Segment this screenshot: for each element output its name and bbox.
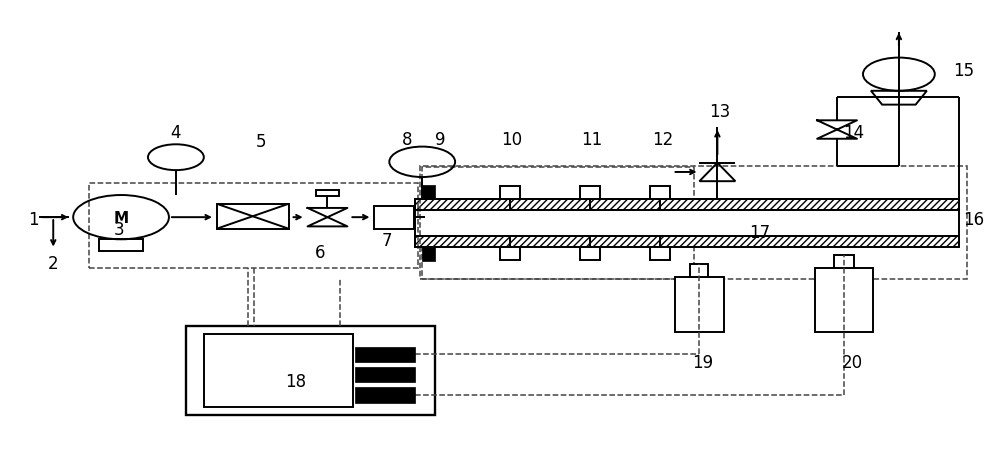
Bar <box>355 347 415 363</box>
Bar <box>415 199 959 211</box>
Text: 7: 7 <box>382 232 393 250</box>
Bar <box>99 240 143 251</box>
Bar <box>690 265 708 277</box>
Bar <box>355 388 415 403</box>
Bar <box>580 187 600 199</box>
Text: 11: 11 <box>581 131 602 149</box>
Bar <box>355 367 415 382</box>
Bar <box>204 334 353 407</box>
Bar <box>415 236 959 248</box>
Bar <box>422 186 435 199</box>
Bar <box>650 187 670 199</box>
Text: 8: 8 <box>402 131 413 149</box>
Bar <box>217 204 289 229</box>
Bar <box>815 269 873 333</box>
Text: 2: 2 <box>48 255 59 273</box>
Bar <box>186 326 435 416</box>
Text: 6: 6 <box>315 243 326 261</box>
Bar <box>374 206 414 229</box>
Bar <box>834 256 854 269</box>
Text: 17: 17 <box>749 224 770 241</box>
Bar <box>89 183 418 269</box>
Text: 4: 4 <box>171 124 181 142</box>
Bar <box>500 248 520 261</box>
Text: 20: 20 <box>841 354 863 372</box>
Bar <box>650 248 670 261</box>
Bar <box>422 248 694 279</box>
Text: 5: 5 <box>255 133 266 151</box>
Text: 15: 15 <box>953 62 974 79</box>
Text: 1: 1 <box>28 210 39 228</box>
Bar <box>675 277 724 333</box>
Text: 14: 14 <box>843 124 865 142</box>
Bar <box>422 168 694 199</box>
Text: 12: 12 <box>652 131 673 149</box>
Text: 3: 3 <box>114 220 124 238</box>
Bar <box>580 248 600 261</box>
Text: 9: 9 <box>435 131 445 149</box>
Text: 13: 13 <box>709 103 730 121</box>
Bar <box>316 191 339 197</box>
Bar <box>420 166 967 280</box>
Bar <box>500 187 520 199</box>
Text: 16: 16 <box>963 211 984 229</box>
Text: M: M <box>113 210 129 225</box>
Text: 10: 10 <box>501 131 523 149</box>
Bar <box>422 248 435 262</box>
Text: 18: 18 <box>285 372 306 390</box>
Text: 19: 19 <box>692 354 713 372</box>
